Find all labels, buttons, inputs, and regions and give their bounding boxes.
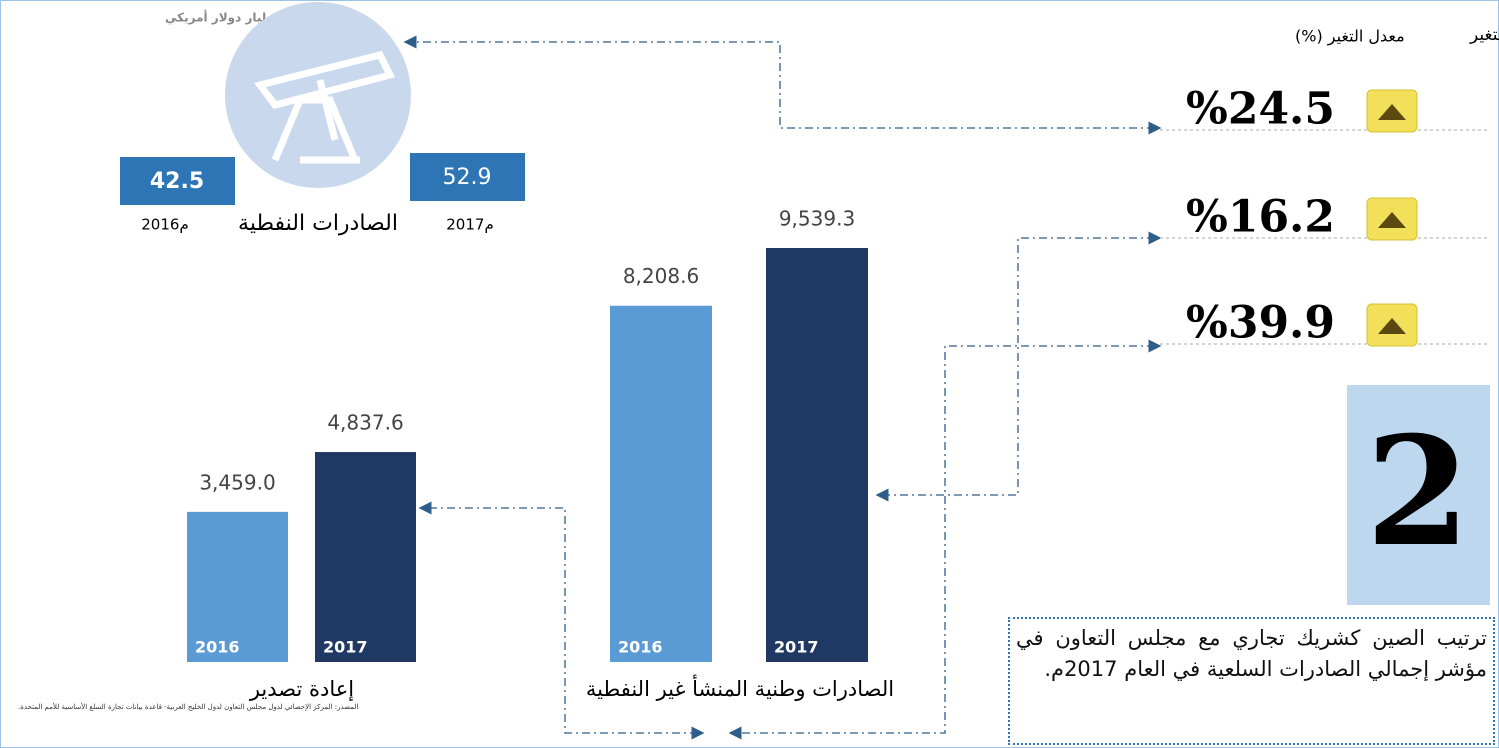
oil-year: 2016م xyxy=(141,216,188,234)
header-direction: اتجاه التغير xyxy=(1469,25,1499,45)
header-rate: معدل التغير (%) xyxy=(1295,27,1405,47)
connector xyxy=(410,42,1155,128)
oil-year: 2017م xyxy=(446,216,493,234)
group-title: الصادرات وطنية المنشأ غير النفطية xyxy=(586,674,894,701)
rank: 2 xyxy=(1366,404,1470,580)
bar-year: 2017 xyxy=(774,638,819,657)
bar-value: 3,459.0 xyxy=(199,470,275,494)
group-title: إعادة تصدير xyxy=(249,677,354,702)
bar-year: 2016 xyxy=(618,638,663,657)
bar-year: 2017 xyxy=(323,638,368,657)
oil-value: 52.9 xyxy=(443,165,492,190)
bar-value: 4,837.6 xyxy=(327,411,403,435)
oil-value: 42.5 xyxy=(150,169,204,194)
bar xyxy=(766,248,868,662)
bar xyxy=(315,452,416,662)
oil-title: الصادرات النفطية xyxy=(238,211,398,236)
source: المصدر: المركز الإحصائي لدول مجلس التعاو… xyxy=(18,703,358,711)
bar-value: 8,208.6 xyxy=(623,264,699,288)
change-value: %24.5 xyxy=(1186,84,1335,135)
bar-value: 9,539.3 xyxy=(779,206,855,230)
connector xyxy=(882,238,1155,495)
bar xyxy=(610,306,712,662)
description: ترتيب الصين كشريك تجاري مع مجلس التعاون … xyxy=(1008,617,1495,745)
change-value: %39.9 xyxy=(1186,298,1335,349)
unit-label: مليار دولار أمريكي xyxy=(165,10,274,26)
bar-year: 2016 xyxy=(195,638,240,657)
change-value: %16.2 xyxy=(1186,192,1335,243)
page: {"unit": "مليار دولار أمريكي", "change_h… xyxy=(0,0,1499,748)
